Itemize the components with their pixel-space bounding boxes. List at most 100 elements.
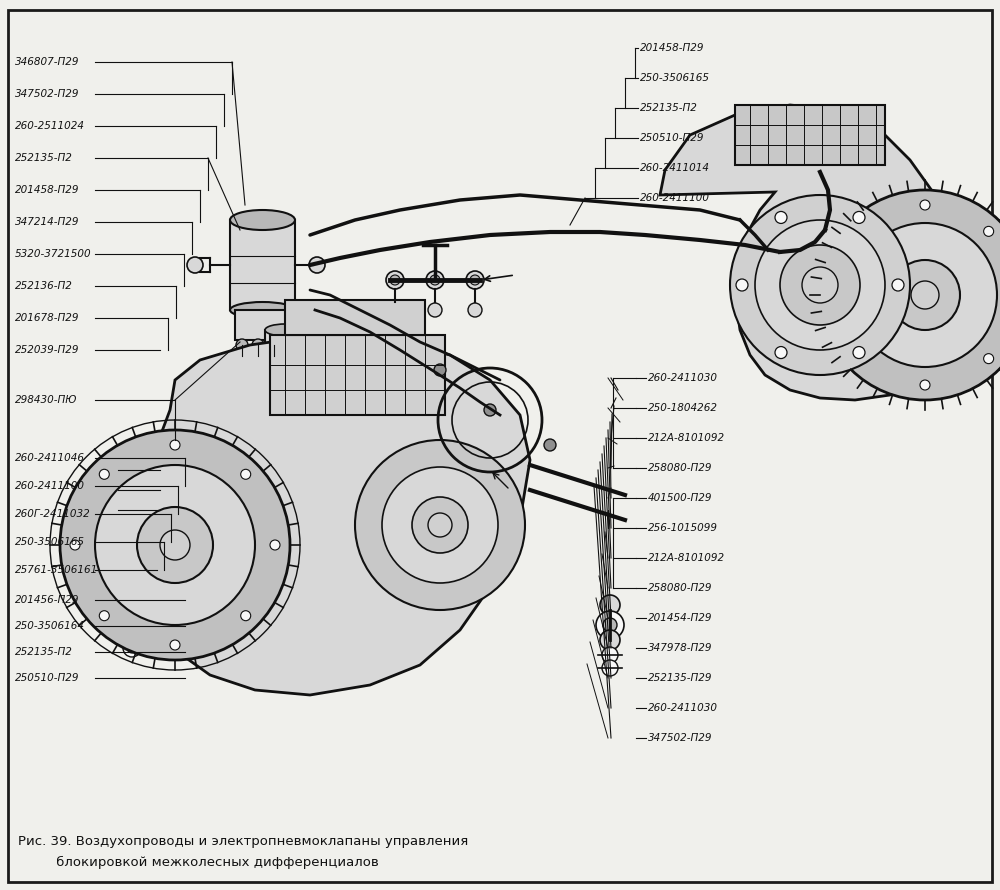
Text: 260Г-2411032: 260Г-2411032: [15, 509, 91, 519]
Ellipse shape: [265, 354, 305, 366]
Circle shape: [830, 290, 840, 300]
Circle shape: [412, 497, 468, 553]
Ellipse shape: [265, 324, 305, 336]
Circle shape: [984, 353, 994, 364]
Circle shape: [267, 355, 281, 369]
Circle shape: [853, 212, 865, 223]
Circle shape: [141, 493, 155, 507]
Text: 250510-П29: 250510-П29: [640, 133, 704, 143]
Text: 201678-П29: 201678-П29: [15, 313, 80, 323]
Circle shape: [428, 303, 442, 317]
Bar: [118, 455, 160, 535]
Circle shape: [892, 279, 904, 291]
Text: 212А-8101092: 212А-8101092: [648, 553, 725, 563]
Circle shape: [70, 540, 80, 550]
Bar: [235, 310, 290, 340]
Text: 252135-П2: 252135-П2: [640, 103, 698, 113]
Text: Рис. 39. Воздухопроводы и электропневмоклапаны управления: Рис. 39. Воздухопроводы и электропневмок…: [18, 836, 468, 848]
Text: 347214-П29: 347214-П29: [15, 217, 80, 227]
Circle shape: [736, 279, 748, 291]
Text: 256-1015099: 256-1015099: [648, 523, 718, 533]
Text: 347502-П29: 347502-П29: [15, 89, 80, 99]
Circle shape: [468, 303, 482, 317]
Text: 201456-П29: 201456-П29: [15, 595, 80, 605]
Text: 201454-П29: 201454-П29: [648, 613, 712, 623]
Circle shape: [890, 260, 960, 330]
Bar: [735, 105, 885, 165]
Circle shape: [127, 643, 137, 653]
Text: 252135-П2: 252135-П2: [15, 153, 73, 163]
Circle shape: [426, 271, 444, 289]
Circle shape: [820, 190, 1000, 400]
Text: 250-3506165: 250-3506165: [640, 73, 710, 83]
Circle shape: [355, 440, 525, 610]
Circle shape: [160, 530, 190, 560]
Bar: [230, 220, 295, 310]
Circle shape: [856, 353, 866, 364]
Bar: [270, 335, 445, 415]
Circle shape: [236, 339, 248, 351]
Circle shape: [123, 639, 141, 657]
Circle shape: [911, 281, 939, 309]
Text: 252136-П2: 252136-П2: [15, 281, 73, 291]
Ellipse shape: [230, 302, 295, 318]
Text: 258080-П29: 258080-П29: [648, 583, 712, 593]
Polygon shape: [145, 335, 530, 695]
Text: 260-2411100: 260-2411100: [15, 481, 85, 491]
Circle shape: [123, 621, 141, 639]
Circle shape: [775, 212, 787, 223]
Text: 346807-П29: 346807-П29: [15, 57, 80, 67]
Circle shape: [470, 275, 480, 285]
Bar: [115, 558, 153, 572]
Text: 347978-П29: 347978-П29: [648, 643, 712, 653]
Ellipse shape: [230, 210, 295, 230]
Circle shape: [382, 467, 498, 583]
Circle shape: [127, 625, 137, 635]
Circle shape: [252, 339, 264, 351]
Circle shape: [984, 226, 994, 237]
Text: 252135-П29: 252135-П29: [648, 673, 712, 683]
Text: 401500-П29: 401500-П29: [648, 493, 712, 503]
Text: блокировкой межколесных дифференциалов: блокировкой межколесных дифференциалов: [18, 855, 379, 869]
Circle shape: [241, 469, 251, 480]
Circle shape: [428, 513, 452, 537]
Text: 347502-П29: 347502-П29: [648, 733, 712, 743]
Text: 250-3506164: 250-3506164: [15, 621, 85, 631]
Text: 201458-П29: 201458-П29: [15, 185, 80, 195]
Bar: [285, 300, 425, 335]
Circle shape: [920, 200, 930, 210]
Circle shape: [466, 271, 484, 289]
Circle shape: [268, 339, 280, 351]
Circle shape: [434, 364, 446, 376]
Circle shape: [125, 473, 139, 487]
Circle shape: [270, 540, 280, 550]
Circle shape: [603, 618, 617, 632]
Circle shape: [95, 465, 255, 625]
Circle shape: [920, 380, 930, 390]
Circle shape: [602, 660, 618, 676]
Text: 260-2411030: 260-2411030: [648, 703, 718, 713]
Circle shape: [241, 611, 251, 620]
Circle shape: [602, 647, 618, 663]
Circle shape: [390, 275, 400, 285]
Bar: [115, 578, 153, 592]
Text: 260-2411100: 260-2411100: [640, 193, 710, 203]
Circle shape: [141, 473, 155, 487]
Circle shape: [853, 346, 865, 359]
Circle shape: [544, 439, 556, 451]
Circle shape: [125, 493, 139, 507]
Circle shape: [856, 226, 866, 237]
Circle shape: [755, 220, 885, 350]
Circle shape: [853, 223, 997, 367]
Text: 250-3506165: 250-3506165: [15, 537, 85, 547]
Circle shape: [775, 346, 787, 359]
Circle shape: [60, 430, 290, 660]
Circle shape: [141, 513, 155, 527]
Circle shape: [780, 245, 860, 325]
Text: 260-2511024: 260-2511024: [15, 121, 85, 131]
Circle shape: [251, 355, 265, 369]
Text: 212А-8101092: 212А-8101092: [648, 433, 725, 443]
Circle shape: [388, 303, 402, 317]
Circle shape: [125, 513, 139, 527]
Circle shape: [309, 257, 325, 273]
